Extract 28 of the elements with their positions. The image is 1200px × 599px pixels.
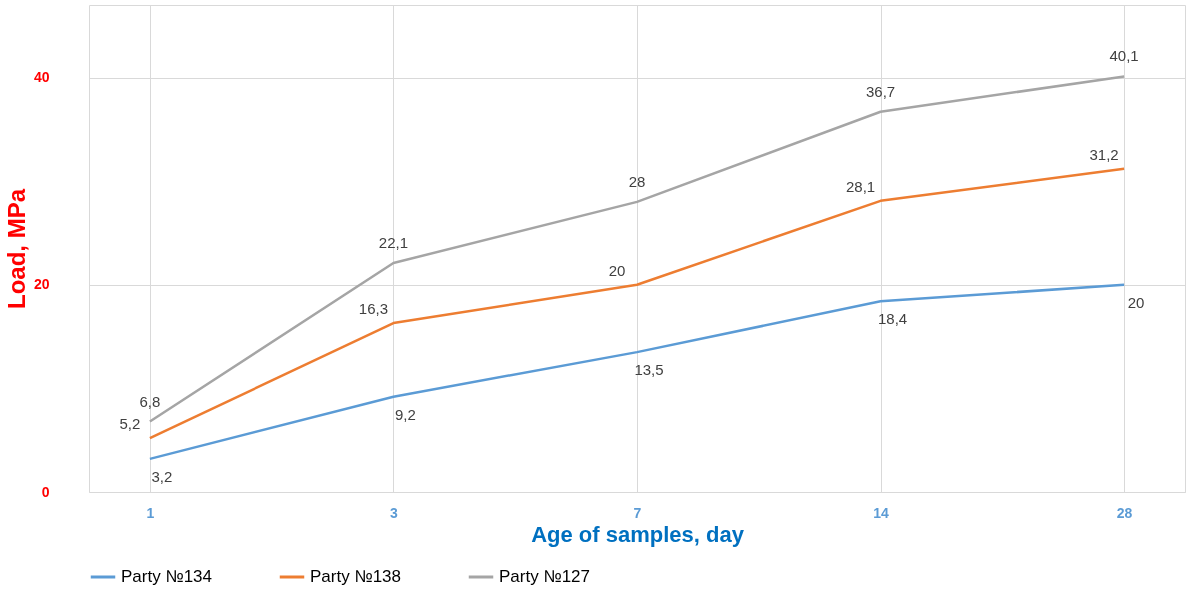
data-label: 20 bbox=[608, 261, 626, 279]
data-label: 28 bbox=[628, 172, 646, 190]
data-label: 20 bbox=[1127, 293, 1145, 311]
x-tick-label: 14 bbox=[873, 504, 890, 521]
x-axis-title: Age of samples, day bbox=[531, 521, 745, 547]
legend-label: Party №134 bbox=[121, 567, 213, 586]
data-label: 40,1 bbox=[1109, 47, 1139, 65]
legend-label: Party №138 bbox=[310, 567, 402, 586]
y-tick-label: 40 bbox=[33, 69, 50, 86]
data-label: 18,4 bbox=[877, 310, 908, 328]
data-label: 13,5 bbox=[634, 361, 664, 379]
x-tick-label: 1 bbox=[146, 504, 155, 521]
data-label: 9,2 bbox=[395, 405, 416, 423]
data-label: 22,1 bbox=[378, 234, 409, 252]
data-label: 31,2 bbox=[1089, 145, 1119, 163]
x-tick-label: 7 bbox=[633, 504, 642, 521]
x-tick-label: 3 bbox=[390, 504, 399, 521]
y-axis-title: Load, MPa bbox=[2, 188, 30, 310]
x-tick-label: 28 bbox=[1116, 504, 1133, 521]
data-label: 28,1 bbox=[845, 177, 876, 195]
data-label: 36,7 bbox=[865, 82, 896, 100]
y-tick-label: 0 bbox=[41, 483, 50, 500]
legend-label: Party №127 bbox=[499, 567, 591, 586]
data-label: 3,2 bbox=[151, 467, 173, 485]
data-label: 16,3 bbox=[358, 300, 389, 318]
data-label: 6,8 bbox=[139, 392, 161, 410]
y-tick-label: 20 bbox=[33, 276, 50, 293]
data-label: 5,2 bbox=[119, 415, 141, 433]
